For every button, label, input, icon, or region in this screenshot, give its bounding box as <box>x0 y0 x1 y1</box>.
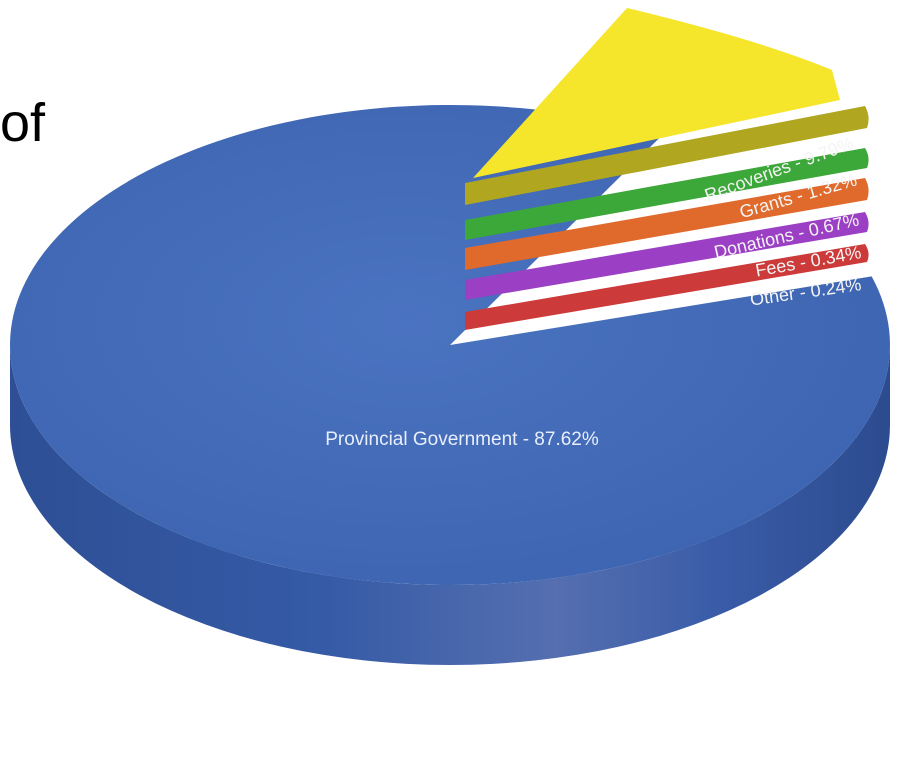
slice-fees <box>465 212 869 300</box>
slice-label-provincial-government: Provincial Government - 87.62% <box>325 429 599 450</box>
slice-top-recoveries <box>473 8 840 178</box>
slice-recoveries <box>465 106 869 205</box>
chart-title-fragment: of <box>0 93 46 153</box>
slice-other <box>465 244 869 330</box>
slice-side-provincial-government <box>10 345 890 665</box>
slice-grants <box>465 148 869 240</box>
slice-donations <box>465 178 869 270</box>
slice-provincial-government <box>10 104 890 585</box>
